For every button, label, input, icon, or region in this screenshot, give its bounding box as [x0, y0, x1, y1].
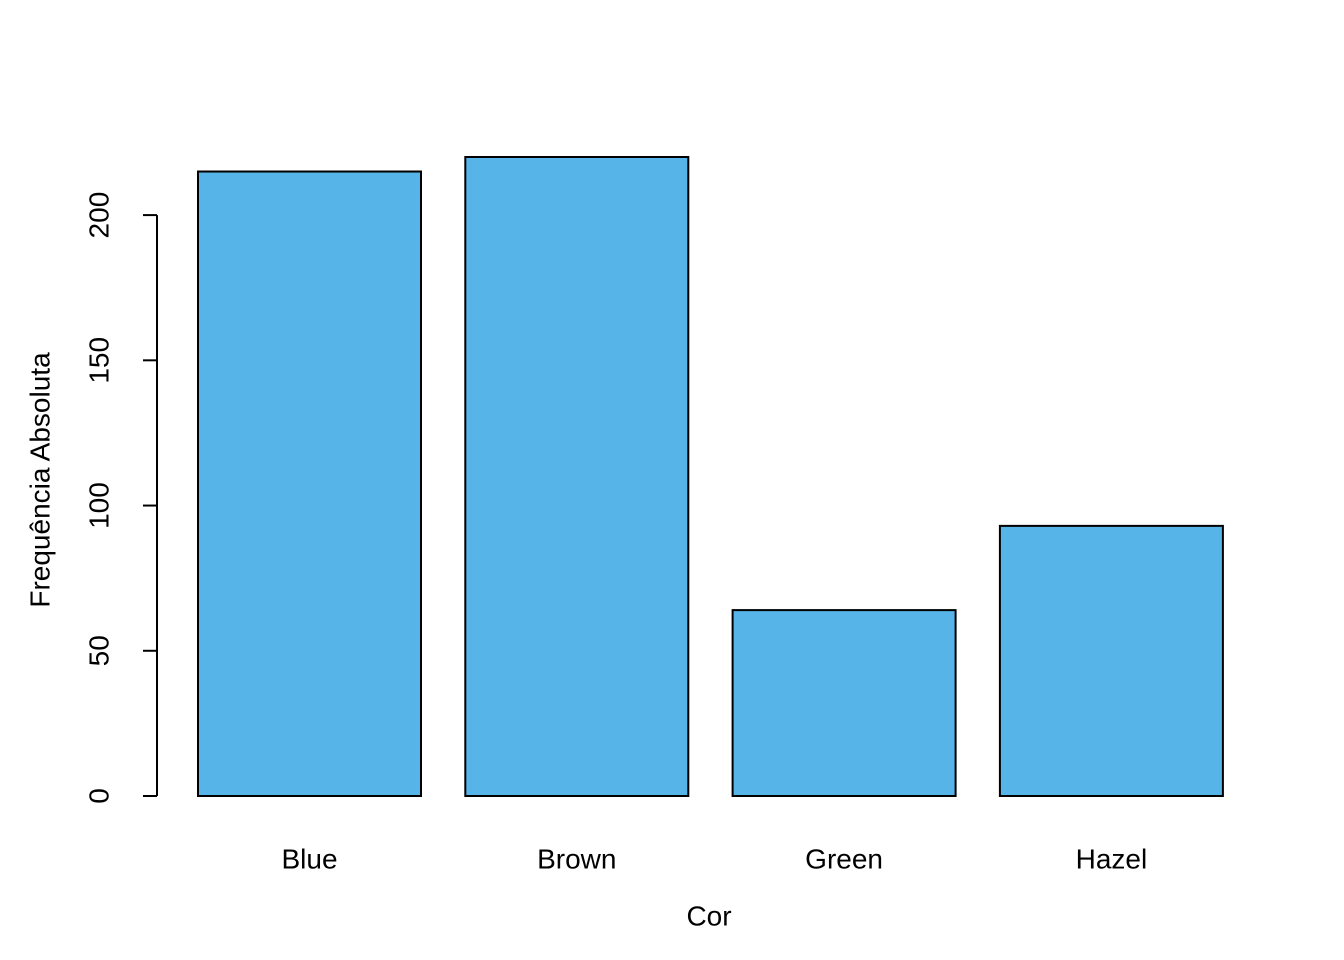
y-tick-label: 100	[83, 482, 114, 529]
x-tick-label: Brown	[537, 843, 616, 874]
x-tick-label: Green	[805, 843, 883, 874]
x-axis-label: Cor	[686, 900, 731, 931]
y-tick-label: 0	[83, 788, 114, 804]
x-tick-label: Blue	[281, 843, 337, 874]
x-tick-label: Hazel	[1076, 843, 1148, 874]
y-tick-label: 50	[83, 635, 114, 666]
y-tick-label: 200	[83, 192, 114, 239]
bar	[998, 524, 1224, 797]
bar	[197, 170, 422, 798]
y-tick-label: 150	[83, 337, 114, 384]
bar	[731, 609, 957, 797]
bar	[464, 156, 690, 797]
y-axis-label: Frequência Absoluta	[24, 352, 55, 608]
